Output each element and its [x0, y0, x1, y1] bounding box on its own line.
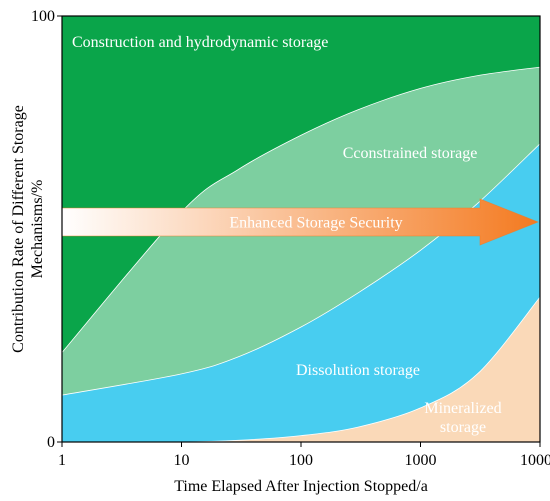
x-tick-label: 1	[58, 452, 66, 469]
arrow-label: Enhanced Storage Security	[229, 215, 402, 232]
x-tick-label: 1000	[405, 452, 437, 469]
label-construction-hydrodynamic: Construction and hydrodynamic storage	[72, 34, 328, 51]
label-mineralized: Mineralized storage	[424, 400, 501, 436]
security-arrow	[61, 198, 540, 246]
y-axis-title: Contribution Rate of Different Storage Me…	[10, 105, 46, 353]
x-tick-label: 100	[289, 452, 313, 469]
y-tick-label: 100	[31, 8, 55, 25]
area-dissolution	[62, 143, 540, 442]
y-tick-label: 0	[47, 434, 55, 451]
x-tick-label: 10	[174, 452, 190, 469]
label-dissolution: Dissolution storage	[296, 362, 420, 379]
x-axis-title: Time Elapsed After Injection Stopped/a	[174, 478, 428, 495]
label-constrained: Cconstrained storage	[343, 145, 478, 162]
